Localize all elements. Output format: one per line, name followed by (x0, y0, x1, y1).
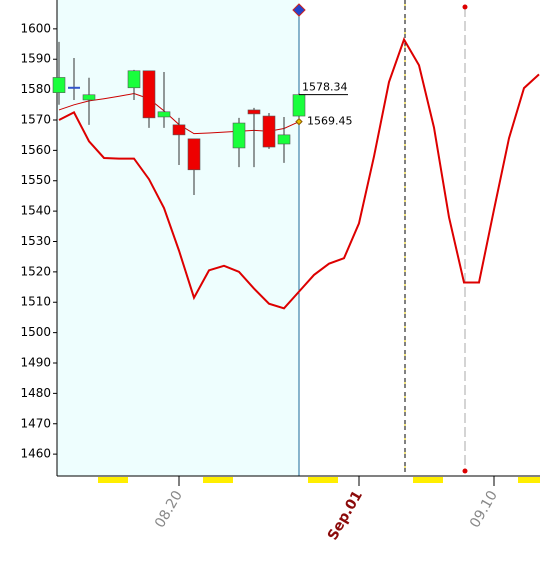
weekend-marks (98, 477, 540, 483)
candle-body (157, 111, 171, 118)
weekend-mark (518, 477, 540, 483)
y-tick-label: 1590 (20, 52, 51, 66)
target-marker (462, 468, 468, 474)
y-tick-label: 1530 (20, 234, 51, 248)
y-tick-label: 1470 (20, 416, 51, 430)
x-tick-label: 08.20 (152, 488, 186, 531)
candle-body (142, 70, 156, 119)
ma-label: 1569.45 (307, 115, 353, 128)
current-day-marker (292, 3, 306, 17)
line (58, 37, 540, 310)
y-tick-label: 1580 (20, 82, 51, 96)
y-tick-label: 1520 (20, 264, 51, 278)
y-tick-label: 1500 (20, 325, 51, 339)
candle-body (292, 94, 306, 117)
candle-body (82, 94, 96, 101)
y-tick-label: 1480 (20, 386, 51, 400)
candle-body (172, 124, 186, 136)
close-label: 1578.34 (302, 81, 348, 94)
candle-body (277, 134, 291, 145)
y-tick-label: 1600 (20, 21, 51, 35)
weekend-mark (308, 477, 338, 483)
candle-body (187, 138, 201, 171)
weekend-mark (98, 477, 128, 483)
candle-body (127, 70, 141, 89)
y-tick-label: 1490 (20, 355, 51, 369)
weekend-mark (413, 477, 443, 483)
x-tick-label: 09.10 (467, 488, 501, 531)
candle-body (52, 77, 66, 93)
y-tick-label: 1510 (20, 295, 51, 309)
ma-marker (295, 117, 303, 126)
y-tick-label: 1550 (20, 173, 51, 187)
candle-body (262, 115, 276, 148)
candle-body (232, 122, 246, 149)
candle-body (247, 109, 261, 115)
y-tick-label: 1560 (20, 143, 51, 157)
y-tick-label: 1570 (20, 112, 51, 126)
history-area (57, 0, 299, 476)
y-tick-label: 1460 (20, 447, 51, 461)
x-tick-label: Sep.01 (325, 488, 366, 543)
weekend-mark (203, 477, 233, 483)
target-marker (462, 4, 468, 10)
y-tick-label: 1540 (20, 204, 51, 218)
